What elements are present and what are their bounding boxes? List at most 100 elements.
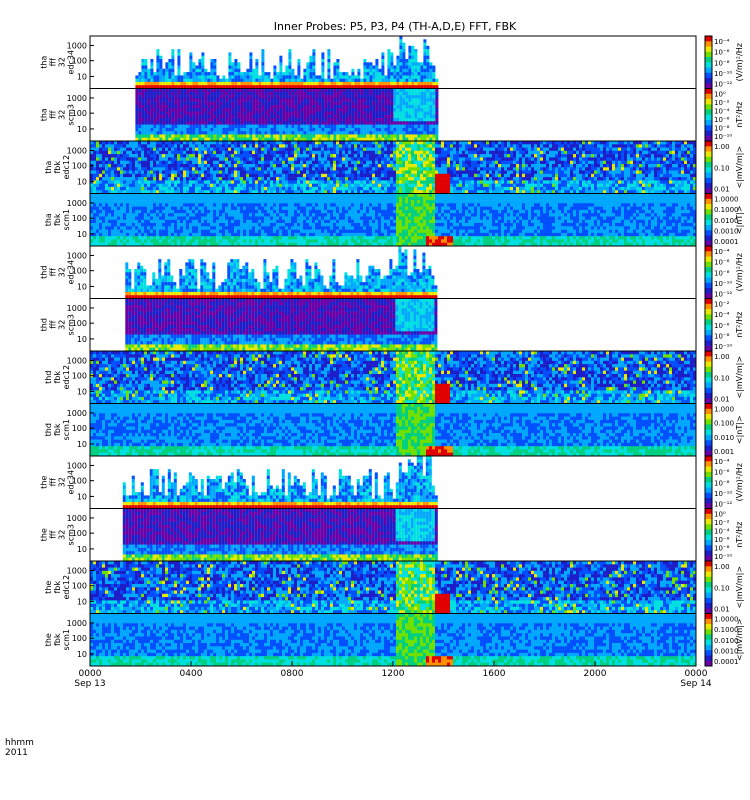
cell (273, 174, 276, 178)
cell (168, 134, 171, 138)
cell (180, 187, 183, 191)
cell (411, 164, 414, 168)
cell (312, 164, 315, 168)
cell (465, 151, 468, 155)
cell (249, 180, 252, 184)
cell (213, 95, 216, 99)
cell (405, 141, 408, 145)
cell (204, 82, 207, 86)
cell (165, 72, 168, 76)
cell (267, 112, 270, 116)
cell (507, 171, 510, 175)
cell (156, 62, 159, 66)
cell (93, 177, 96, 181)
cell (375, 177, 378, 181)
cell (243, 134, 246, 138)
cell (345, 187, 348, 191)
cell (435, 82, 438, 86)
cell (297, 62, 300, 66)
colorbar-tick-label: 10⁻⁶ (714, 49, 730, 57)
cell (531, 187, 534, 191)
cell (228, 151, 231, 155)
cell (528, 184, 531, 188)
cell (333, 180, 336, 184)
cell (486, 167, 489, 171)
cell (366, 187, 369, 191)
cell (243, 161, 246, 165)
cell (225, 115, 228, 119)
cell (207, 75, 210, 79)
cell (381, 125, 384, 129)
cell (189, 171, 192, 175)
cell (198, 134, 201, 138)
cell (162, 125, 165, 129)
cell (534, 164, 537, 168)
cell (336, 154, 339, 158)
cell (204, 177, 207, 181)
cell (486, 157, 489, 161)
cell (525, 184, 528, 188)
cell (243, 128, 246, 132)
cell (282, 92, 285, 96)
cell (384, 164, 387, 168)
cell (294, 105, 297, 109)
cell (303, 89, 306, 93)
cell (279, 128, 282, 132)
cell (165, 125, 168, 129)
cell (252, 112, 255, 116)
cell (219, 151, 222, 155)
cell (369, 79, 372, 83)
cell (123, 148, 126, 152)
cell (360, 184, 363, 188)
cell (216, 102, 219, 106)
cell (300, 144, 303, 148)
cell (345, 180, 348, 184)
cell (171, 128, 174, 132)
cell (399, 125, 402, 129)
cell (276, 128, 279, 132)
cell (423, 171, 426, 175)
cell (312, 177, 315, 181)
cell (363, 79, 366, 83)
cell (264, 184, 267, 188)
cell (153, 89, 156, 93)
cell (162, 95, 165, 99)
cell (318, 134, 321, 138)
cell (543, 174, 546, 178)
cell (183, 128, 186, 132)
cell (186, 151, 189, 155)
cell (339, 141, 342, 145)
cell (402, 102, 405, 106)
cell (198, 112, 201, 116)
cell (342, 125, 345, 129)
cell (285, 174, 288, 178)
cell (411, 75, 414, 79)
cell (120, 161, 123, 165)
cell (291, 184, 294, 188)
cell (243, 154, 246, 158)
cell (330, 92, 333, 96)
cell (312, 102, 315, 106)
cell (93, 151, 96, 155)
cell (423, 131, 426, 135)
cell (348, 164, 351, 168)
cell (300, 98, 303, 102)
cell (255, 144, 258, 148)
cell (207, 177, 210, 181)
cell (498, 151, 501, 155)
cell (387, 105, 390, 109)
cell (264, 177, 267, 181)
cell (495, 144, 498, 148)
cell (186, 164, 189, 168)
cell (234, 177, 237, 181)
cell (363, 89, 366, 93)
cell (450, 157, 453, 161)
cell (393, 92, 396, 96)
cell (117, 157, 120, 161)
cell (411, 69, 414, 73)
cell (222, 79, 225, 83)
cell (147, 131, 150, 135)
cell (408, 92, 411, 96)
cell (279, 108, 282, 112)
cell (237, 154, 240, 158)
